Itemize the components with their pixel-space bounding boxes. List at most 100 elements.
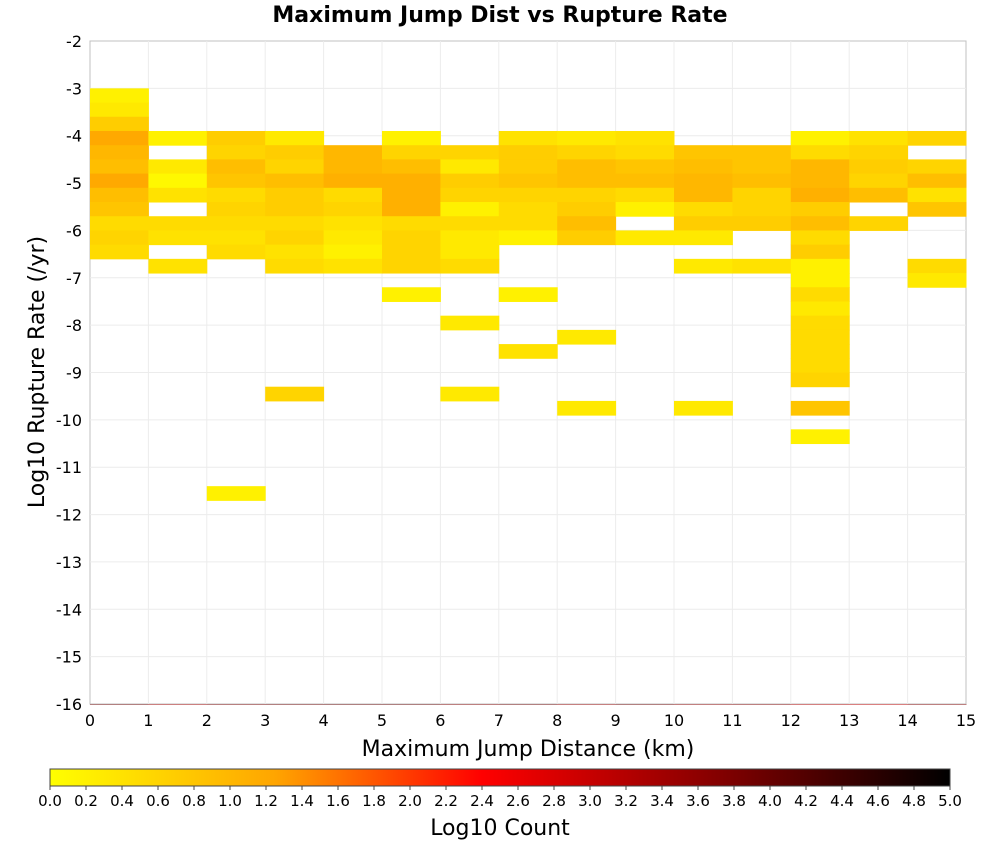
heatmap-cell xyxy=(790,400,850,416)
heatmap-cell xyxy=(557,400,617,416)
heatmap-cell xyxy=(440,173,500,189)
heatmap-cell xyxy=(382,130,441,146)
heatmap-cell xyxy=(440,230,500,246)
heatmap-cell xyxy=(90,145,149,160)
y-tick-label: -11 xyxy=(56,458,82,477)
heatmap-cell xyxy=(674,145,733,160)
y-axis-ticks: -2 -3 -4 -5 -6 -7 -8 -9 -10 -11 -12 -13 -14 -15 -16 xyxy=(56,32,82,714)
heatmap-cell xyxy=(557,159,617,175)
x-tick-label: 11 xyxy=(722,711,742,730)
heatmap-cell xyxy=(615,187,675,203)
heatmap-cell xyxy=(732,216,792,231)
heatmap-cell xyxy=(790,273,850,288)
heatmap-cell xyxy=(790,358,850,373)
colorbar-label: Log10 Count xyxy=(430,816,570,841)
heatmap-cell xyxy=(849,704,909,705)
heatmap-cell xyxy=(323,216,383,231)
heatmap-cell xyxy=(557,173,617,189)
heatmap-cell xyxy=(382,287,441,302)
heatmap-cell xyxy=(90,159,149,175)
colorbar-tick-label: 5.0 xyxy=(938,792,962,810)
heatmap-cell xyxy=(265,230,325,246)
heatmap-cell xyxy=(440,386,500,402)
colorbar-tick-label: 4.4 xyxy=(830,792,854,810)
heatmap-cell xyxy=(382,187,441,203)
heatmap-cell xyxy=(148,704,208,705)
heatmap-cell xyxy=(498,344,558,359)
heatmap-cell xyxy=(498,202,558,217)
heatmap-cell xyxy=(440,216,500,231)
y-tick-label: -13 xyxy=(56,553,82,572)
colorbar-tick-label: 3.8 xyxy=(722,792,746,810)
colorbar-tick-label: 2.0 xyxy=(398,792,422,810)
heatmap-cell xyxy=(907,159,967,175)
heatmap-cell xyxy=(206,173,266,189)
heatmap-cell xyxy=(790,429,850,445)
heatmap-cell xyxy=(790,258,850,274)
x-tick-label: 7 xyxy=(494,711,504,730)
heatmap-cell xyxy=(674,159,733,175)
heatmap-cell xyxy=(790,145,850,160)
y-tick-label: -12 xyxy=(56,506,82,525)
heatmap-cell xyxy=(90,130,149,146)
heatmap-cell xyxy=(674,216,733,231)
heatmap-cell xyxy=(498,216,558,231)
heatmap-cell xyxy=(732,145,792,160)
heatmap-cell xyxy=(148,258,208,274)
heatmap-cell xyxy=(265,202,325,217)
x-tick-label: 1 xyxy=(143,711,153,730)
heatmap-cell xyxy=(615,145,675,160)
heatmap-cell xyxy=(440,187,500,203)
heatmap-cell xyxy=(440,258,500,274)
heatmap-cell xyxy=(323,159,383,175)
heatmap-cell xyxy=(907,273,967,288)
heatmap-cell xyxy=(790,301,850,317)
heatmap-cell xyxy=(674,230,733,246)
colorbar-tick-label: 2.2 xyxy=(434,792,458,810)
heatmap-cell xyxy=(265,258,325,274)
heatmap-cell xyxy=(849,216,909,231)
heatmap-cell xyxy=(206,187,266,203)
heatmap-cell xyxy=(206,230,266,246)
heatmap-cell xyxy=(440,202,500,217)
heatmap-cell xyxy=(674,258,733,274)
heatmap-cell xyxy=(90,173,149,189)
heatmap-cell xyxy=(148,216,208,231)
heatmap-cell xyxy=(323,244,383,260)
colorbar-tick-label: 3.4 xyxy=(650,792,674,810)
colorbar-tick-label: 4.8 xyxy=(902,792,926,810)
x-tick-label: 3 xyxy=(260,711,270,730)
colorbar-tick-label: 4.0 xyxy=(758,792,782,810)
heatmap-cell xyxy=(265,145,325,160)
colorbar-tick-label: 0.8 xyxy=(182,792,206,810)
heatmap-cell xyxy=(265,173,325,189)
heatmap-cell xyxy=(323,145,383,160)
heatmap-cell xyxy=(206,486,266,501)
heatmap-cell xyxy=(674,173,733,189)
colorbar-tick-label: 1.6 xyxy=(326,792,350,810)
x-tick-label: 14 xyxy=(897,711,917,730)
colorbar-tick-label: 4.2 xyxy=(794,792,818,810)
heatmap-cell xyxy=(265,187,325,203)
y-tick-label: -10 xyxy=(56,411,82,430)
heatmap-cell xyxy=(382,216,441,231)
colorbar-tick-label: 0.0 xyxy=(38,792,62,810)
colorbar-tick-label: 2.4 xyxy=(470,792,494,810)
heatmap-cell xyxy=(790,344,850,359)
heatmap-cell xyxy=(440,704,500,705)
heatmap-cell xyxy=(323,187,383,203)
colorbar-tick-label: 1.0 xyxy=(218,792,242,810)
heatmap-cell xyxy=(674,704,733,705)
heatmap-cell xyxy=(90,102,149,118)
heatmap-cell xyxy=(790,230,850,246)
heatmap-cell xyxy=(732,187,792,203)
heatmap-cell xyxy=(615,130,675,146)
heatmap-cell xyxy=(557,187,617,203)
heatmap-cell xyxy=(265,216,325,231)
heatmap-cell xyxy=(265,704,325,705)
y-tick-label: -7 xyxy=(66,269,82,288)
heatmap-cell xyxy=(557,329,617,345)
heatmap-cell xyxy=(615,173,675,189)
y-tick-label: -3 xyxy=(66,79,82,98)
heatmap-cell xyxy=(498,287,558,302)
